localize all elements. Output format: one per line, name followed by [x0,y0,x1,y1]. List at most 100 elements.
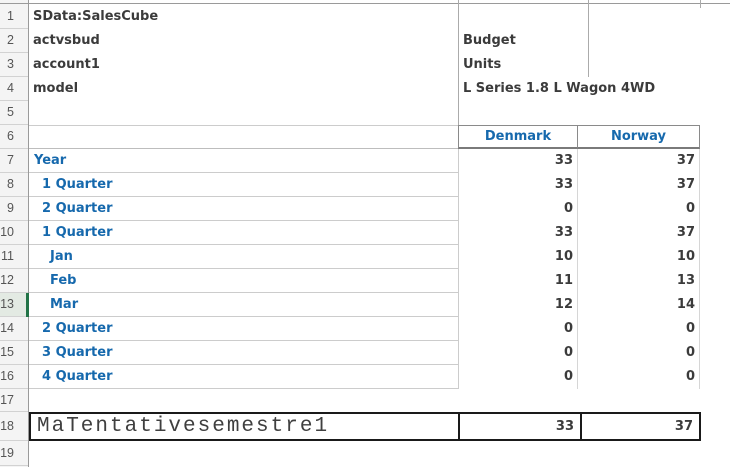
table-row: 2 Quarter 0 0 [29,197,700,221]
cell-value[interactable]: 0 [685,369,695,384]
row-number: 12 [0,273,14,287]
table-row: 4 Quarter 0 0 [29,365,700,389]
row-header-6[interactable]: 6 [0,125,28,149]
cell-value[interactable]: 0 [563,345,573,360]
summary-value-text: 33 [555,419,574,434]
row-header-16[interactable]: 16 [0,365,28,389]
cell-info-label[interactable]: model [33,81,79,96]
info-row-3: account1 Units [29,53,700,77]
cell-value[interactable]: 0 [685,321,695,336]
cell-row-label[interactable]: 3 Quarter [29,341,458,365]
info-row-2: actvsbud Budget [29,29,700,53]
cell-value[interactable]: 0 [685,201,695,216]
column-header-denmark[interactable]: Denmark [458,125,578,149]
row-number: 4 [7,81,14,95]
header-blank-cell[interactable] [29,125,458,149]
table-row: 1 Quarter 33 37 [29,221,700,245]
row-header-7[interactable]: 7 [0,149,28,173]
row-number: 10 [0,225,14,239]
table-row: Feb 11 13 [29,269,700,293]
cell-row-label[interactable]: 2 Quarter [29,197,458,221]
row-number: 7 [7,153,14,167]
row-number: 19 [0,446,14,460]
cell-value[interactable]: 10 [676,249,695,264]
row-number: 11 [1,249,14,263]
cell-info-label[interactable]: SData:SalesCube [33,9,159,24]
cell-value[interactable]: 33 [554,153,573,168]
row-header-18[interactable]: 18 [0,412,28,441]
table-row: Mar 12 14 [29,293,700,317]
row-header-13[interactable]: 13 [0,293,28,317]
cell-row-label[interactable]: Feb [29,269,458,293]
row-number: 1 [7,9,14,23]
row-header-8[interactable]: 8 [0,173,28,197]
cell-value[interactable]: 0 [563,369,573,384]
gridline-data-mid [577,149,578,389]
gridline-data-right [699,149,700,389]
cell-value[interactable]: 10 [554,249,573,264]
row-number: 6 [7,129,14,143]
gridline-colsep-top-1 [458,0,459,125]
row-header-17[interactable]: 17 [0,389,28,412]
cell-value[interactable]: 37 [676,177,695,192]
cell-row-label[interactable]: Jan [29,245,458,269]
row-header-11[interactable]: 11 [0,245,28,269]
cell-value[interactable]: 13 [676,273,695,288]
row-number: 15 [0,345,14,359]
table-row: Jan 10 10 [29,245,700,269]
row-header-14[interactable]: 14 [0,317,28,341]
cell-value[interactable]: 33 [554,177,573,192]
cell-value[interactable]: 37 [676,225,695,240]
cell-value[interactable]: 37 [676,153,695,168]
cell-info-label[interactable]: account1 [33,57,100,72]
row-number: 9 [7,201,14,215]
table-row: 1 Quarter 33 37 [29,173,700,197]
row-number: 18 [0,419,14,433]
row-header-10[interactable]: 10 [0,221,28,245]
cell-summary-label[interactable]: MaTentativesemestre1 [29,412,458,441]
cell-value[interactable]: 33 [554,225,573,240]
row-number: 8 [7,177,14,191]
info-row-1: SData:SalesCube [29,4,700,29]
cell-value[interactable]: 14 [676,297,695,312]
cell-summary-value-denmark[interactable]: 33 [458,412,580,441]
cell-row-label[interactable]: 1 Quarter [29,173,458,197]
row-number: 2 [7,33,14,47]
gridline-top [0,3,730,4]
row-header-19[interactable]: 19 [0,441,28,466]
cell-row-label[interactable]: Mar [29,293,458,317]
cell-row-label[interactable]: 4 Quarter [29,365,458,389]
cell-info-value[interactable]: L Series 1.8 L Wagon 4WD [463,81,656,96]
row-header-1[interactable]: 1 [0,4,28,29]
row-number: 16 [0,369,14,383]
row-header-15[interactable]: 15 [0,341,28,365]
cell-info-label[interactable]: actvsbud [33,33,100,48]
row-header-5[interactable]: 5 [0,101,28,125]
row-header-12[interactable]: 12 [0,269,28,293]
row-header-4[interactable]: 4 [0,77,28,101]
cell-summary-value-norway[interactable]: 37 [580,412,701,441]
cell-row-label[interactable]: 1 Quarter [29,221,458,245]
row-header-2[interactable]: 2 [0,29,28,53]
row-number: 14 [0,321,14,335]
column-header-norway[interactable]: Norway [578,125,700,149]
row-header-3[interactable]: 3 [0,53,28,77]
gridline-data-left [458,149,459,389]
row-number: 3 [7,57,14,71]
cell-row-label[interactable]: 2 Quarter [29,317,458,341]
gridline-colsep-tick [700,0,701,8]
cell-value[interactable]: 11 [554,273,573,288]
cell-row-label[interactable]: Year [29,149,458,173]
cell-value[interactable]: 0 [685,345,695,360]
cell-value[interactable]: 12 [554,297,573,312]
cell-info-value[interactable]: Units [463,57,502,72]
row-number: 5 [7,105,14,119]
cell-value[interactable]: 0 [563,201,573,216]
info-row-4: model L Series 1.8 L Wagon 4WD [29,77,700,101]
row-header-9[interactable]: 9 [0,197,28,221]
cell-value[interactable]: 0 [563,321,573,336]
table-row: Year 33 37 [29,149,700,173]
cell-info-value[interactable]: Budget [463,33,516,48]
row-number: 13 [0,297,14,311]
